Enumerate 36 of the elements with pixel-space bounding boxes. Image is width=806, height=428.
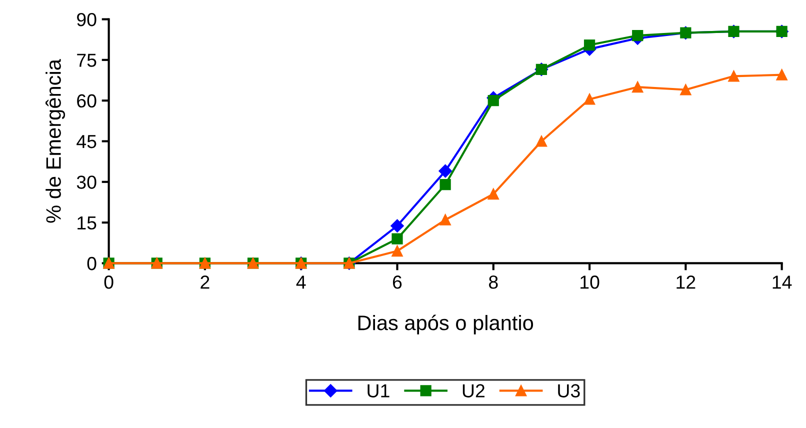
point (632, 30, 644, 42)
point (440, 214, 451, 226)
point (584, 39, 596, 51)
point (392, 233, 403, 244)
point (584, 94, 596, 105)
point (488, 95, 499, 106)
legend-label: U1 (368, 384, 390, 398)
y-tick-label: 45 (76, 135, 96, 148)
x-tick-label: 10 (580, 276, 600, 289)
point (680, 84, 692, 96)
x-tick-label: 6 (392, 276, 402, 289)
x-axis-title: Dias após o plantio (358, 314, 534, 334)
x-tick-label: 14 (772, 276, 792, 289)
x-tick-label: 0 (104, 276, 114, 289)
point (536, 136, 548, 147)
x-tick-label: 12 (676, 276, 696, 289)
point (632, 81, 644, 93)
x-tick-label: 2 (200, 276, 210, 289)
x-tick-label: 4 (296, 276, 306, 289)
x-tick-label: 8 (488, 276, 498, 289)
y-tick-label: 90 (77, 12, 96, 26)
point (488, 188, 499, 200)
legend-label: U3 (558, 384, 580, 398)
point (776, 69, 788, 80)
y-tick-label: 75 (77, 54, 96, 67)
legend-label: U2 (462, 384, 484, 398)
y-axis-title: % de Emergência (46, 59, 66, 223)
y-tick-label: 15 (78, 216, 96, 230)
y-tick-label: 30 (76, 176, 96, 189)
point (438, 164, 452, 178)
point (728, 70, 740, 82)
y-tick-label: 60 (77, 94, 96, 108)
point (390, 219, 404, 232)
point (440, 179, 451, 190)
point (392, 245, 403, 257)
y-tick-label: 0 (87, 256, 96, 270)
